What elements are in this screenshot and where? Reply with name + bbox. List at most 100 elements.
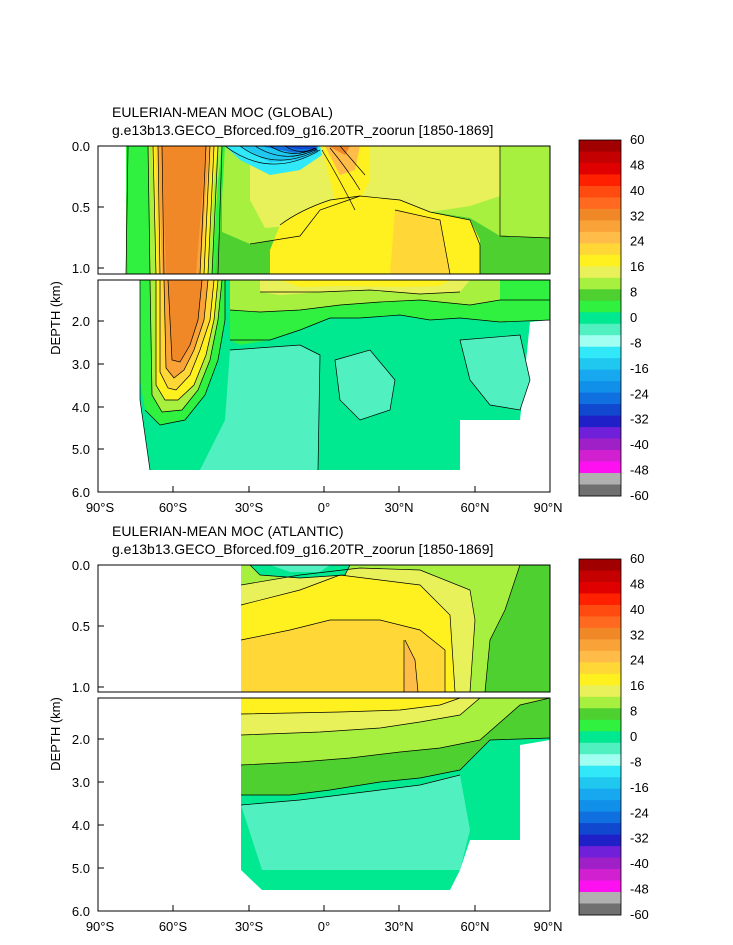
global-colorbar-swatch (579, 140, 621, 152)
atlantic-colorbar-swatch (579, 777, 621, 790)
global-colorbar-label: 60 (630, 132, 644, 147)
atlantic-xtick-6: 90°N (533, 919, 562, 934)
global-colorbar-swatch (579, 358, 621, 371)
global-xtick-6: 90°N (533, 500, 562, 515)
atlantic-colorbar-swatch (579, 857, 621, 870)
global-colorbar-label: 24 (630, 234, 644, 249)
global-colorbar-swatch (579, 300, 621, 313)
global-ytick-5: 4.0 (72, 400, 90, 415)
global-colorbar-swatch (579, 151, 621, 164)
atlantic-colorbar-label: -40 (630, 856, 649, 871)
atlantic-colorbar-label: -24 (630, 805, 649, 820)
atlantic-colorbar-label: 32 (630, 627, 644, 642)
global-ytick-3: 2.0 (72, 314, 90, 329)
global-colorbar-swatch (579, 461, 621, 474)
atlantic-colorbar-swatch (579, 696, 621, 709)
atlantic-colorbar-swatch (579, 754, 621, 767)
global-xtick-0: 90°S (86, 500, 115, 515)
global-colorbar-label: 32 (630, 208, 644, 223)
global-colorbar-swatch (579, 174, 621, 187)
global-colorbar-swatch (579, 277, 621, 290)
atlantic-colorbar-swatch (579, 846, 621, 858)
global-ylabel: DEPTH (km) (48, 281, 63, 355)
atlantic-panel: EULERIAN-MEAN MOC (ATLANTIC) g.e13b13.GE… (48, 523, 649, 934)
global-colorbar-swatch (579, 381, 621, 394)
global-panel: EULERIAN-MEAN MOC (GLOBAL) g.e13b13.GECO… (48, 104, 649, 515)
atlantic-colorbar-swatch (579, 823, 621, 836)
atlantic-colorbar-swatch (579, 662, 621, 675)
atlantic-colorbar-label: 48 (630, 576, 644, 591)
global-colorbar-swatch (579, 484, 621, 497)
atlantic-colorbar-frame (578, 558, 622, 916)
atlantic-colorbar-label: 60 (630, 551, 644, 566)
atlantic-ylabel: DEPTH (km) (48, 697, 63, 771)
global-colorbar-swatch (579, 438, 621, 451)
atlantic-colorbar-swatch (579, 685, 621, 698)
global-colorbar-swatch (579, 197, 621, 210)
global-colorbar-swatch (579, 162, 621, 175)
atlantic-colorbar-swatch (579, 616, 621, 629)
atlantic-ytick-1: 0.5 (72, 619, 90, 634)
global-colorbar-swatch (579, 450, 621, 462)
atlantic-colorbar-swatch (579, 742, 621, 755)
global-colorbar-label: -16 (630, 361, 649, 376)
global-ytick-0: 0.0 (72, 139, 90, 154)
global-colorbar-label: -60 (630, 488, 649, 503)
atlantic-colorbar-label: -48 (630, 882, 649, 897)
atlantic-colorbar-swatch (579, 559, 621, 571)
global-ytick-7: 6.0 (72, 485, 90, 500)
atlantic-lower-field (98, 698, 550, 911)
atlantic-colorbar-label: -60 (630, 907, 649, 922)
global-colorbar-label: 0 (630, 310, 637, 325)
atlantic-colorbar-swatch (579, 570, 621, 583)
global-colorbar-label: -40 (630, 437, 649, 452)
global-colorbar-label: 16 (630, 259, 644, 274)
global-colorbar-swatch (579, 266, 621, 279)
global-ytick-6: 5.0 (72, 442, 90, 457)
global-colorbar-swatch (579, 415, 621, 428)
global-ytick-2: 1.0 (72, 261, 90, 276)
atlantic-ytick-5: 4.0 (72, 818, 90, 833)
atlantic-colorbar-swatch (579, 639, 621, 652)
atlantic-xtick-0: 90°S (86, 919, 115, 934)
atlantic-colorbar-swatch (579, 650, 621, 663)
atlantic-colorbar-swatch (579, 765, 621, 778)
global-colorbar-swatch (579, 346, 621, 359)
atlantic-colorbar-swatch (579, 708, 621, 721)
global-colorbar-label: -32 (630, 412, 649, 427)
atlantic-colorbar-swatch (579, 869, 621, 881)
global-ytick-1: 0.5 (72, 200, 90, 215)
atlantic-colorbar-label: 8 (630, 704, 637, 719)
global-colorbar-swatch (579, 243, 621, 256)
global-colorbar-label: 40 (630, 183, 644, 198)
atlantic-colorbar-swatch (579, 892, 621, 904)
atlantic-colorbar-label: 24 (630, 653, 644, 668)
atlantic-colorbar-swatch (579, 788, 621, 801)
global-colorbar-label: 48 (630, 157, 644, 172)
atlantic-ytick-0: 0.0 (72, 558, 90, 573)
global-colorbar-label: -48 (630, 463, 649, 478)
atlantic-subtitle: g.e13b13.GECO_Bforced.f09_g16.20TR_zooru… (112, 541, 493, 557)
atlantic-ytick-2: 1.0 (72, 680, 90, 695)
atlantic-colorbar-swatch (579, 800, 621, 813)
global-xtick-5: 60°N (460, 500, 489, 515)
atlantic-colorbar-swatch (579, 593, 621, 606)
atlantic-colorbar-label: -32 (630, 831, 649, 846)
atlantic-colorbar-label: 0 (630, 729, 637, 744)
global-colorbar-swatch (579, 312, 621, 325)
global-colorbar-swatch (579, 208, 621, 221)
global-lower-field (98, 280, 550, 492)
global-ytick-4: 3.0 (72, 357, 90, 372)
atlantic-xtick-3: 0° (318, 919, 330, 934)
atlantic-colorbar-label: -8 (630, 754, 642, 769)
atlantic-colorbar-swatch (579, 719, 621, 732)
global-colorbar-frame (578, 139, 622, 497)
atlantic-ytick-7: 6.0 (72, 904, 90, 919)
global-xtick-1: 60°S (159, 500, 188, 515)
atlantic-colorbar-swatch (579, 880, 621, 893)
atlantic-colorbar-swatch (579, 811, 621, 824)
global-xtick-4: 30°N (384, 500, 413, 515)
atlantic-ytick-6: 5.0 (72, 861, 90, 876)
global-xtick-2: 30°S (235, 500, 264, 515)
